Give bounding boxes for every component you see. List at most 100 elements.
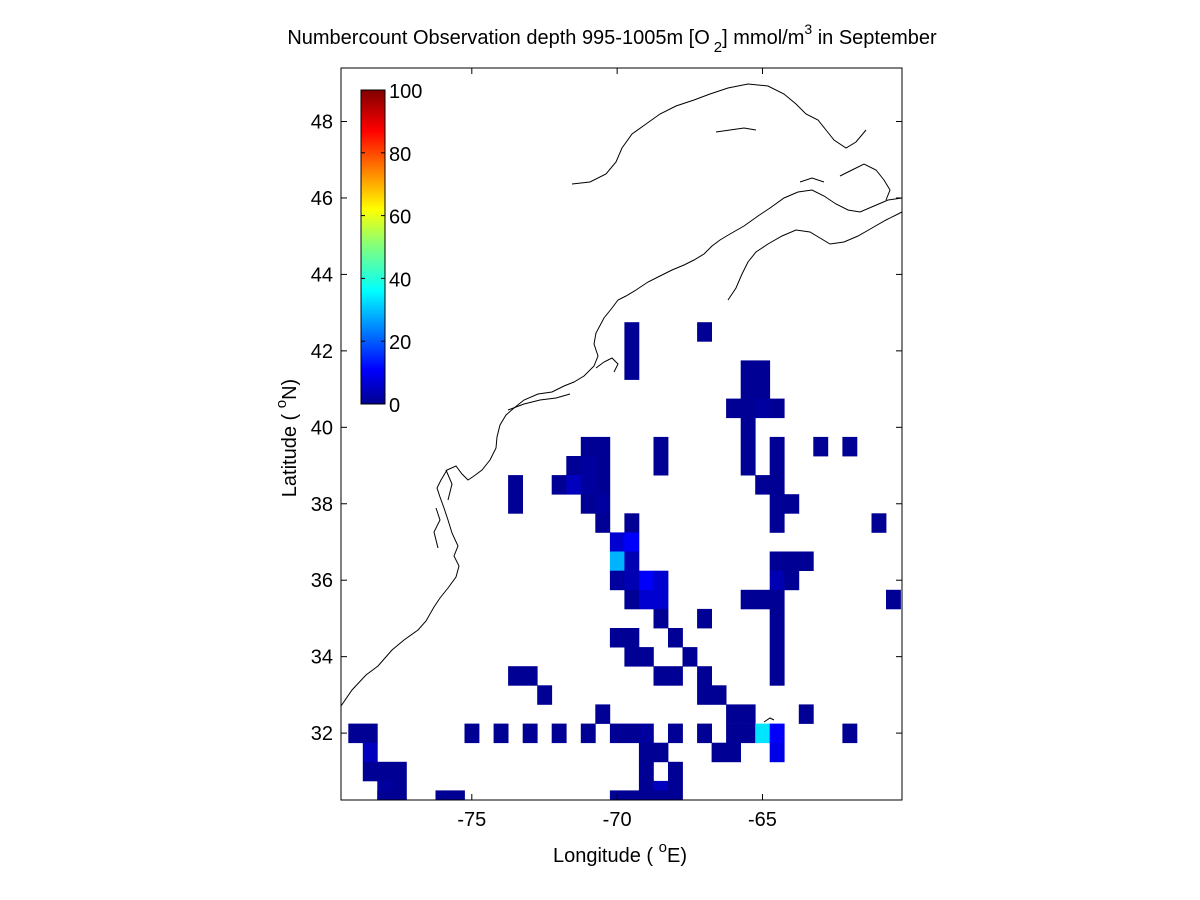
heatmap-cell: [537, 685, 553, 705]
colorbar-ticks: 0 20 40 60 80 100: [361, 81, 422, 417]
heatmap-cell: [769, 723, 785, 744]
heatmap-cell: [522, 723, 538, 744]
coastline-anticosti: [715, 127, 757, 133]
heatmap-cell: [653, 608, 669, 629]
heatmap-cell: [755, 360, 771, 380]
heatmap-cell: [638, 780, 654, 800]
heatmap-cell: [682, 647, 698, 667]
heatmap-cell: [769, 475, 785, 495]
heatmap-cell: [522, 666, 538, 686]
coastline-cape-cod: [595, 357, 619, 373]
heatmap-cell: [668, 666, 683, 686]
y-tick-label: 40: [311, 417, 333, 439]
heatmap-cell: [609, 570, 625, 591]
y-tick-label: 46: [311, 188, 333, 210]
y-tick-label: 36: [311, 570, 333, 592]
heatmap-cell: [726, 723, 741, 744]
coastline-nova-scotia: [727, 211, 902, 301]
heatmap-cell: [450, 790, 465, 800]
heatmap-cell: [580, 723, 596, 744]
heatmap-cell: [624, 322, 640, 342]
heatmap-cell: [580, 494, 596, 514]
heatmap-cell: [769, 494, 785, 514]
heatmap-cell: [362, 742, 378, 763]
heatmap-cell: [348, 723, 364, 744]
heatmap-cell: [784, 494, 800, 514]
x-tick-label: -65: [748, 809, 777, 831]
heatmap-cell: [609, 628, 625, 648]
colorbar-tick-label: 20: [389, 332, 411, 354]
heatmap-cell: [624, 341, 640, 361]
heatmap-cell: [740, 379, 756, 399]
y-tick-label: 32: [311, 723, 333, 745]
colorbar-tick-label: 40: [389, 269, 411, 291]
heatmap-cell: [566, 456, 582, 476]
heatmap-cell: [842, 436, 858, 457]
heatmap-cell: [609, 551, 625, 571]
heatmap-cell: [653, 742, 669, 763]
colorbar-tick-label: 60: [389, 207, 411, 229]
heatmap-cell: [740, 723, 756, 744]
heatmap-cell: [668, 628, 683, 648]
coastline-long-island: [507, 393, 571, 411]
heatmap-cell: [697, 322, 712, 342]
x-ticks: -75 -70 -65: [457, 68, 777, 831]
heatmap-cell: [580, 436, 596, 457]
heatmap-cell: [755, 379, 771, 399]
heatmap-cell: [798, 551, 814, 571]
heatmap-cell: [595, 475, 611, 495]
heatmap-cell: [638, 761, 654, 782]
heatmap-cell: [508, 494, 523, 514]
heatmap-cell: [638, 742, 654, 763]
heatmap-cell: [784, 551, 800, 571]
heatmap-cell: [769, 513, 785, 533]
heatmap-cell: [697, 666, 712, 686]
heatmap-cell: [624, 790, 640, 800]
heatmap-cell: [362, 761, 378, 782]
heatmap-cell: [769, 551, 785, 571]
heatmap-cell: [784, 570, 800, 591]
heatmap-cell: [769, 456, 785, 476]
heatmap-cell: [624, 551, 640, 571]
heatmap-cell: [653, 589, 669, 610]
heatmap-cell: [580, 475, 596, 495]
heatmap-cell: [551, 475, 567, 495]
heatmap-cell: [740, 360, 756, 380]
heatmap-cell: [740, 589, 756, 610]
coastline-bermuda: [763, 717, 775, 723]
heatmap-cell: [726, 742, 741, 763]
heatmap-cell: [697, 608, 712, 629]
heatmap-cell: [769, 742, 785, 763]
heatmap-cell: [638, 570, 654, 591]
coastline-new-brunswick: [729, 189, 902, 235]
heatmap-cell: [391, 780, 407, 800]
heatmap-cell: [624, 628, 640, 648]
heatmap-cell: [697, 685, 712, 705]
x-tick-label: -75: [457, 809, 486, 831]
heatmap-cell: [726, 398, 741, 419]
heatmap-cell: [842, 723, 858, 744]
heatmap-cell: [711, 685, 727, 705]
heatmap-cell: [769, 589, 785, 610]
heatmap-cell: [624, 723, 640, 744]
heatmap-cell: [668, 723, 683, 744]
y-ticks: 32 34 36 38 40 42 44 46 48: [311, 112, 902, 745]
heatmap-cell: [624, 513, 640, 533]
y-tick-label: 34: [311, 647, 333, 669]
heatmap-cell: [435, 790, 451, 800]
heatmap-cell: [508, 475, 523, 495]
heatmap-cell: [668, 780, 683, 800]
heatmap-cell: [798, 704, 814, 724]
heatmap-cell: [595, 456, 611, 476]
heatmap-cell: [653, 456, 669, 476]
plot-area: [341, 68, 902, 800]
heatmap-cell: [755, 589, 771, 610]
heatmap-cell: [755, 475, 771, 495]
heatmap-cell: [726, 704, 741, 724]
colorbar-tick-label: 0: [389, 395, 400, 417]
heatmap-cell: [624, 570, 640, 591]
heatmap-cell: [740, 456, 756, 476]
heatmap-cell: [769, 647, 785, 667]
coastline: [341, 83, 902, 723]
x-tick-label: -70: [603, 809, 632, 831]
